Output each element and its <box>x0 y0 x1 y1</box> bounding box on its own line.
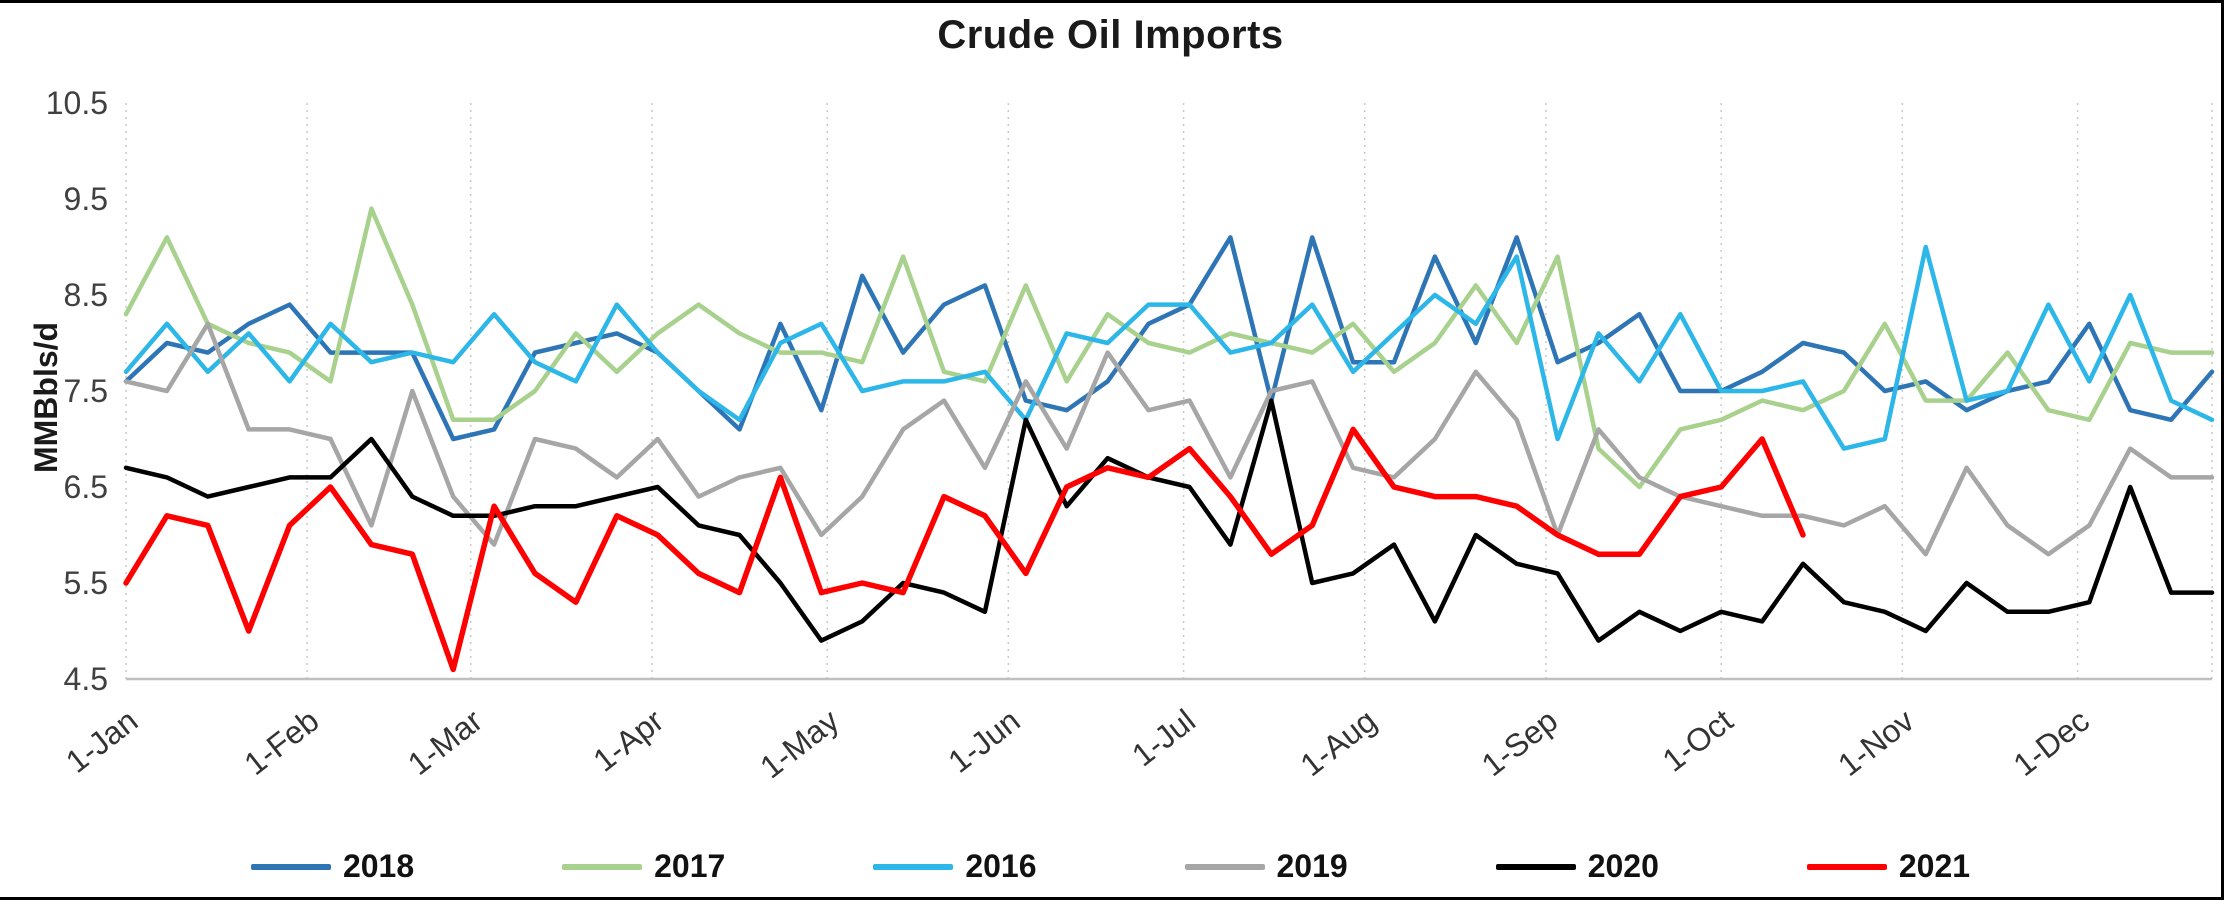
x-tick-label: 1-Aug <box>1294 702 1383 783</box>
x-tick-label: 1-Nov <box>1831 702 1920 783</box>
y-tick-label: 7.5 <box>64 373 108 409</box>
y-tick-label: 6.5 <box>64 469 108 505</box>
legend-item-2017: 2017 <box>562 848 725 885</box>
legend-item-2019: 2019 <box>1184 848 1348 885</box>
chart-legend: 2018 2017 2016 2019 2020 2021 <box>0 848 2221 885</box>
legend-line-swatch <box>1806 863 1887 870</box>
series-line-2020 <box>123 398 2215 643</box>
legend-line-swatch <box>250 863 331 870</box>
y-tick-label: 8.5 <box>64 277 108 313</box>
y-tick-label: 5.5 <box>64 565 108 601</box>
x-tick-label: 1-Feb <box>237 702 325 782</box>
legend-line-swatch <box>873 863 954 870</box>
x-tick-label: 1-Jan <box>59 702 144 780</box>
series-line-2016 <box>123 244 2215 451</box>
legend-label: 2020 <box>1587 848 1659 884</box>
x-tick-label: 1-Jun <box>941 702 1026 780</box>
y-tick-label: 4.5 <box>64 661 108 697</box>
series-line-2021 <box>123 426 1806 673</box>
x-tick-label: 1-Mar <box>401 702 489 782</box>
x-tick-label: 1-Jul <box>1125 702 1202 773</box>
legend-item-2020: 2020 <box>1495 848 1659 885</box>
legend-item-2021: 2021 <box>1806 848 1971 885</box>
legend-label: 2019 <box>1276 848 1348 884</box>
series-line-2018 <box>123 235 2215 442</box>
x-tick-label: 1-Dec <box>2006 702 2095 783</box>
legend-item-2016: 2016 <box>873 848 1037 885</box>
y-tick-label: 9.5 <box>64 181 108 217</box>
legend-line-swatch <box>1184 863 1265 870</box>
series-line-2019 <box>123 321 2215 557</box>
x-tick-label: 1-May <box>753 702 845 785</box>
x-tick-label: 1-Apr <box>586 702 670 779</box>
series-line-2017 <box>123 206 2215 490</box>
legend-line-swatch <box>1495 863 1576 870</box>
legend-line-swatch <box>562 863 643 870</box>
legend-label: 2016 <box>965 848 1037 884</box>
legend-label: 2017 <box>654 848 726 884</box>
x-tick-label: 1-Oct <box>1656 702 1740 779</box>
chart-title: Crude Oil Imports <box>937 13 1284 57</box>
x-tick-label: 1-Sep <box>1475 702 1564 783</box>
y-tick-label: 10.5 <box>46 85 108 121</box>
legend-item-2018: 2018 <box>250 848 415 885</box>
legend-label: 2018 <box>342 848 415 884</box>
legend-label: 2021 <box>1898 848 1971 884</box>
line-chart-svg: 10.5 9.5 8.5 7.5 6.5 5.5 4.5 1-Jan 1-Feb 1-Mar 1-A… <box>46 85 2215 785</box>
